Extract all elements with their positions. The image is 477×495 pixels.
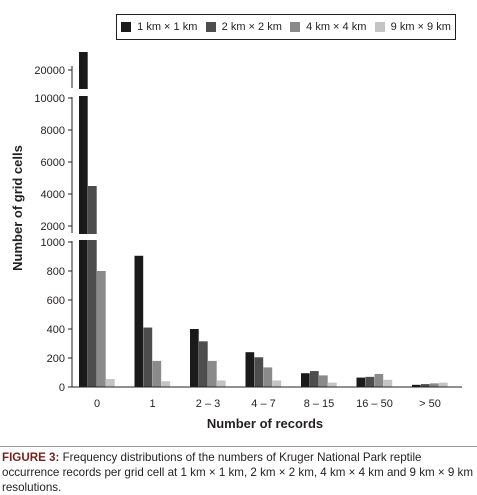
- bar-5-3: [383, 379, 393, 387]
- x-tick-labels: 0 1 2 – 3 4 – 7 8 – 15 16 – 50 > 50: [94, 398, 441, 410]
- x-tick-label-3: 4 – 7: [251, 398, 275, 410]
- x-axis-title: Number of records: [207, 416, 323, 431]
- legend-label-1km: 1 km × 1 km: [137, 21, 198, 33]
- bar-1-0: [134, 255, 144, 387]
- bar-5-0: [356, 377, 366, 387]
- y-tick-label-200: 200: [47, 353, 65, 365]
- y-tick-label-0: 0: [59, 382, 65, 394]
- bar-6-3: [439, 382, 448, 387]
- bar-6-0: [412, 384, 421, 387]
- legend-swatch-1km: [121, 22, 132, 32]
- legend-item-1km: 1 km × 1 km: [121, 21, 197, 33]
- legend-label-9km: 9 km × 9 km: [390, 21, 451, 33]
- bar-1-1: [143, 327, 153, 387]
- legend-swatch-9km: [374, 22, 385, 32]
- y-tick-label-6000: 6000: [41, 157, 65, 169]
- y-tick-label-400: 400: [47, 324, 65, 336]
- x-tick-label-6: > 50: [419, 398, 441, 410]
- y-tick-label-2000: 2000: [41, 221, 65, 233]
- bar-3-3: [272, 380, 282, 387]
- y-tick-label-20000: 20000: [34, 65, 65, 77]
- legend-swatch-4km: [290, 22, 301, 32]
- axis-break-lower: [70, 234, 100, 240]
- figure-caption: FIGURE 3: Frequency distributions of the…: [2, 450, 474, 495]
- y-tick-label-600: 600: [47, 295, 65, 307]
- bar-0-3: [106, 379, 115, 387]
- x-tick-label-0: 0: [94, 398, 100, 410]
- x-tick-label-4: 8 – 15: [304, 398, 335, 410]
- y-tick-label-800: 800: [47, 266, 65, 278]
- bar-2-2: [208, 360, 217, 387]
- bar-4-1: [310, 371, 319, 387]
- legend-swatch-2km: [205, 22, 216, 32]
- axis-break-upper: [70, 89, 100, 96]
- bar-0-1: [88, 186, 97, 387]
- x-tick-label-5: 16 – 50: [356, 398, 393, 410]
- y-axis-title: Number of grid cells: [10, 145, 25, 271]
- bar-5-2: [374, 373, 384, 387]
- bar-2-3: [217, 380, 226, 387]
- bar-1-3: [161, 381, 171, 387]
- x-tick-label-2: 2 – 3: [196, 398, 220, 410]
- bar-2-1: [199, 341, 208, 387]
- bar-1-2: [152, 360, 162, 387]
- caption-text: Frequency distributions of the numbers o…: [2, 451, 474, 494]
- y-axis-ticks: 0 200 400 600 800 1000 2000 4000 6000 8000 10000 20…: [34, 65, 72, 394]
- bar-3-1: [254, 357, 264, 387]
- legend-label-4km: 4 km × 4 km: [306, 21, 367, 33]
- bars: [79, 52, 448, 387]
- bar-2-0: [190, 329, 199, 387]
- bar-3-0: [245, 352, 255, 387]
- bar-6-1: [421, 384, 430, 387]
- bar-5-1: [365, 376, 375, 387]
- bar-chart: 0 200 400 600 800 1000 2000 4000 6000 8000 10000 20…: [10, 52, 462, 431]
- y-tick-label-10000: 10000: [34, 93, 65, 105]
- x-tick-label-1: 1: [149, 398, 155, 410]
- y-tick-label-1000: 1000: [41, 237, 65, 249]
- legend-label-2km: 2 km × 2 km: [221, 21, 282, 33]
- bar-0-0: [79, 52, 88, 387]
- y-tick-label-8000: 8000: [41, 125, 65, 137]
- legend-item-4km: 4 km × 4 km: [290, 21, 366, 33]
- caption-divider: [0, 446, 477, 447]
- axes: [70, 66, 462, 388]
- bar-3-2: [263, 367, 273, 387]
- legend: 1 km × 1 km 2 km × 2 km 4 km × 4 km 9 km…: [116, 14, 456, 40]
- bar-4-3: [328, 382, 337, 387]
- bar-4-2: [319, 375, 328, 387]
- legend-item-9km: 9 km × 9 km: [374, 21, 451, 33]
- legend-item-2km: 2 km × 2 km: [205, 21, 282, 33]
- bar-0-2: [97, 271, 106, 387]
- y-tick-label-4000: 4000: [41, 189, 65, 201]
- caption-label: FIGURE 3:: [2, 451, 60, 464]
- bar-4-0: [301, 373, 310, 387]
- bar-6-2: [430, 383, 439, 387]
